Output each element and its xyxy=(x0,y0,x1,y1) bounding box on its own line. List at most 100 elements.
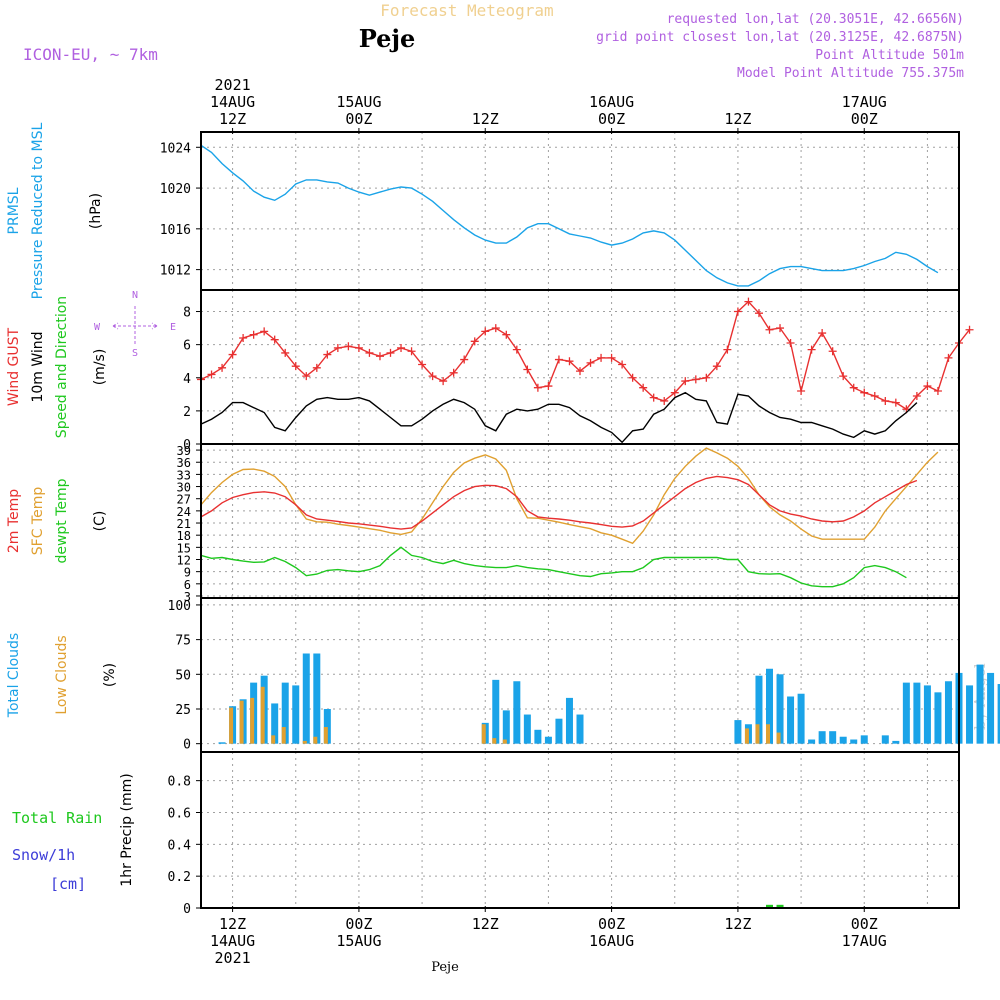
clouds-bar xyxy=(997,684,1000,744)
temperature-ytick-label: 33 xyxy=(177,468,191,482)
wind-marker xyxy=(797,387,806,396)
wind-marker xyxy=(744,297,753,306)
clouds-ytick-label: 50 xyxy=(175,668,191,683)
clouds-bar xyxy=(818,731,826,744)
clouds-bar xyxy=(987,672,995,744)
clouds-bar xyxy=(260,686,265,744)
time-label-bottom: 12Z xyxy=(724,915,751,933)
clouds-bar xyxy=(292,685,300,744)
temperature-ytick-label: 18 xyxy=(177,529,191,543)
temperature-ytick-label: 39 xyxy=(177,444,191,458)
wind-marker xyxy=(260,327,269,336)
wind-marker xyxy=(418,360,427,369)
temperature-ytick-label: 3 xyxy=(184,590,191,604)
clouds-bar xyxy=(323,708,331,744)
precip-ytick-label: 0.6 xyxy=(168,806,191,821)
clouds-bar xyxy=(944,681,952,744)
wind-marker xyxy=(754,309,763,318)
wind-marker xyxy=(933,387,942,396)
temperature-series-line xyxy=(200,447,939,545)
clouds-ytick-label: 0 xyxy=(183,738,191,753)
wind-axis-label: (m/s) xyxy=(92,349,108,386)
clouds-bar xyxy=(755,724,760,744)
time-label-top: 12Z xyxy=(724,110,751,128)
pressure-ytick-label: 1016 xyxy=(160,223,191,238)
wind-marker xyxy=(397,343,406,352)
temperature-axis-label: SFC Temp xyxy=(30,487,46,556)
wind-ytick-label: 8 xyxy=(183,306,191,321)
temperature-ytick-label: 36 xyxy=(177,456,191,470)
time-label-bottom: 17AUG xyxy=(842,932,887,950)
clouds-bar xyxy=(502,739,507,744)
clouds-bar xyxy=(776,732,781,744)
clouds-bar xyxy=(839,736,847,744)
gridpoint-coordinates: grid point closest lon,lat (20.3125E, 42… xyxy=(596,30,964,45)
precip-ytick-label: 0.2 xyxy=(168,870,191,885)
clouds-bar xyxy=(555,718,563,744)
clouds-bar xyxy=(492,679,500,744)
temperature-ytick-label: 9 xyxy=(184,566,191,580)
wind-marker xyxy=(207,370,216,379)
wind-marker xyxy=(281,348,290,357)
clouds-bar xyxy=(860,735,868,744)
pressure-series-line xyxy=(200,144,939,287)
wind-ytick-label: 6 xyxy=(183,339,191,354)
wind-marker xyxy=(628,373,637,382)
temperature-axis-label: dewpt Temp xyxy=(54,478,70,563)
wind-marker xyxy=(218,363,227,372)
clouds-bar xyxy=(576,714,584,744)
pressure-axis-label: (hPa) xyxy=(88,193,104,229)
wind-marker xyxy=(965,325,974,334)
time-label-top: 12Z xyxy=(219,110,246,128)
clouds-bar xyxy=(787,696,795,744)
compass-east: E xyxy=(170,322,176,333)
wind-marker xyxy=(270,335,279,344)
wind-ytick-label: 4 xyxy=(183,372,191,387)
clouds-bar xyxy=(281,682,289,744)
clouds-bar xyxy=(766,668,773,744)
wind-marker xyxy=(502,330,511,339)
wind-marker xyxy=(554,355,563,364)
clouds-bar xyxy=(976,664,984,744)
wind-marker xyxy=(481,327,490,336)
wind-marker xyxy=(228,350,237,359)
clouds-bar xyxy=(302,740,307,744)
wind-marker xyxy=(849,383,858,392)
wind-marker xyxy=(944,353,953,362)
meteogram-subtitle: Forecast Meteogram xyxy=(380,1,553,20)
wind-marker xyxy=(460,355,469,364)
wind-marker xyxy=(323,350,332,359)
time-label-top: 14AUG xyxy=(210,93,255,111)
time-label-bottom: 14AUG xyxy=(210,932,255,950)
wind-axis-label: 10m Wind xyxy=(30,331,46,402)
clouds-axis-label: Low Clouds xyxy=(54,635,70,714)
clouds-bar xyxy=(239,700,244,744)
wind-marker xyxy=(491,324,500,333)
footer-location: Peje xyxy=(431,960,459,975)
pressure-ytick-label: 1024 xyxy=(160,141,191,156)
time-label-top: 00Z xyxy=(598,110,625,128)
clouds-bar xyxy=(281,727,286,744)
wind-marker xyxy=(818,329,827,338)
wind-marker xyxy=(786,338,795,347)
pressure-axis-label: PRMSL xyxy=(6,187,22,234)
wind-marker xyxy=(807,345,816,354)
wind-marker xyxy=(375,352,384,361)
wind-marker xyxy=(828,347,837,356)
requested-coordinates: requested lon,lat (20.3051E, 42.6656N) xyxy=(667,12,964,27)
wind-marker xyxy=(576,367,584,376)
clouds-bar xyxy=(776,674,784,744)
wind-marker xyxy=(523,365,532,374)
clouds-bar xyxy=(744,728,749,744)
clouds-bar xyxy=(923,685,931,744)
compass-west: W xyxy=(94,322,101,333)
precip-ytick-label: 0.4 xyxy=(168,838,192,853)
clouds-bar xyxy=(534,729,542,744)
time-label-bottom: 16AUG xyxy=(589,932,634,950)
wind-marker xyxy=(239,334,248,343)
wind-marker xyxy=(512,345,521,354)
wind-marker xyxy=(702,373,711,382)
precip-legend-rain: Total Rain xyxy=(12,809,102,827)
precip-bar xyxy=(776,904,784,908)
